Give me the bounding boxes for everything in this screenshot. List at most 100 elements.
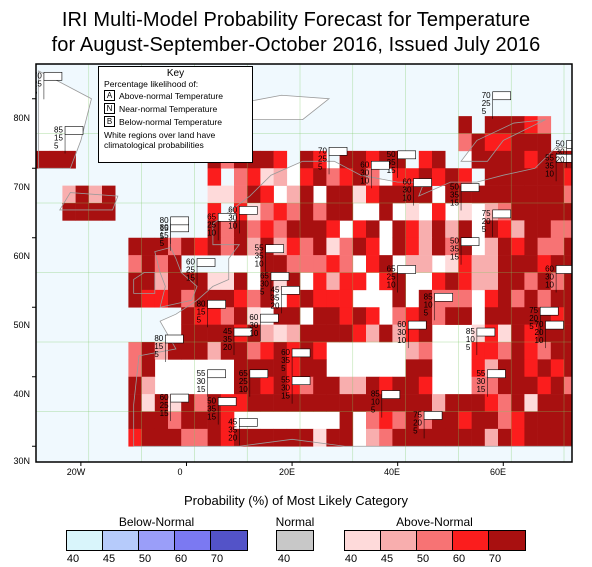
forecast-cell-355 xyxy=(405,359,420,378)
forecast-cell-156 xyxy=(247,237,261,256)
forecast-cell-417 xyxy=(458,394,472,412)
forecast-cell-109 xyxy=(379,203,393,221)
forecast-cell-345 xyxy=(577,342,591,360)
forecast-cell-31 xyxy=(471,150,486,169)
box-label-b: 10 xyxy=(545,281,554,290)
forecast-cell-322 xyxy=(154,342,169,360)
forecast-cell-380 xyxy=(392,376,406,395)
forecast-cell-154 xyxy=(220,237,235,256)
forecast-cell-313 xyxy=(498,324,512,343)
box-label-a: 60 xyxy=(160,393,169,402)
box-label-b: 5 xyxy=(371,406,376,415)
box-label-b: 15 xyxy=(281,392,290,401)
forecast-cell-245 xyxy=(247,289,261,308)
forecast-cell-132 xyxy=(366,220,380,239)
forecast-cell-225 xyxy=(445,272,459,291)
legend-title: Probability (%) of Most Likely Category xyxy=(184,493,408,508)
forecast-cell-384 xyxy=(484,376,499,395)
box-label-a: 80 xyxy=(154,334,163,343)
forecast-cell-244 xyxy=(234,289,248,308)
forecast-cell-155 xyxy=(234,237,248,256)
forecast-cell-433 xyxy=(207,411,222,430)
forecast-cell-261 xyxy=(537,289,552,308)
box-label-b: 15 xyxy=(207,413,216,422)
forecast-cell-270 xyxy=(247,307,261,325)
box-label-frame xyxy=(460,183,480,192)
key-letter-a: A xyxy=(104,90,115,101)
forecast-cell-325 xyxy=(194,342,208,360)
forecast-cell-110 xyxy=(405,203,420,221)
forecast-cell-151 xyxy=(181,237,195,256)
box-label-b: 5 xyxy=(197,315,202,324)
forecast-cell-401 xyxy=(247,394,261,412)
forecast-cell-259 xyxy=(511,289,525,308)
forecast-cell-455 xyxy=(154,428,169,447)
forecast-cell-212 xyxy=(207,272,222,291)
box-label-n: 35 xyxy=(450,245,459,254)
map-subtitle: for August-September-October 2016, Issue… xyxy=(51,34,541,56)
lat-label-80n: 80N xyxy=(13,113,30,123)
forecast-cell-420 xyxy=(498,394,512,412)
box-label-b: 10 xyxy=(360,176,369,185)
forecast-cell-400 xyxy=(234,394,248,412)
forecast-cell-337 xyxy=(471,342,486,360)
key-text-below: Below-normal Temperature xyxy=(119,116,223,127)
forecast-cell-279 xyxy=(405,307,420,325)
key-subtitle: Percentage likelihood of: xyxy=(104,79,199,89)
forecast-cell-152 xyxy=(194,237,208,256)
forecast-cell-69 xyxy=(207,185,222,204)
forecast-cell-352 xyxy=(286,359,301,378)
forecast-cell-364 xyxy=(564,359,572,378)
forecast-cell-458 xyxy=(194,428,208,447)
box-label-b: 5 xyxy=(529,322,534,331)
forecast-cell-35 xyxy=(524,150,538,169)
box-label-frame xyxy=(291,348,311,358)
forecast-cell-248 xyxy=(300,289,314,308)
box-label-b: 15 xyxy=(197,385,206,394)
legend-normal-label: Normal xyxy=(275,515,315,529)
map-frame xyxy=(35,63,573,463)
forecast-cell-335 xyxy=(405,342,420,360)
key-row-below: B Below-normal Temperature xyxy=(104,115,252,128)
box-label-b: 5 xyxy=(154,350,159,359)
forecast-cell-221 xyxy=(352,272,367,291)
box-label-a: 45 xyxy=(223,327,232,336)
forecast-cell-427 xyxy=(128,411,142,430)
box-label-b: 15 xyxy=(450,198,459,207)
forecast-cell-98 xyxy=(102,203,116,221)
forecast-cell-363 xyxy=(550,359,565,378)
forecast-cell-376 xyxy=(339,376,354,395)
legend-normal-swatch-40 xyxy=(277,531,313,550)
forecast-cell-129 xyxy=(313,220,327,239)
forecast-cell-102 xyxy=(260,203,274,221)
forecast-cell-235 xyxy=(577,273,591,291)
forecast-cell-356 xyxy=(418,359,433,378)
box-label-frame xyxy=(265,244,284,253)
box-label-a: 50 xyxy=(450,182,459,191)
forecast-cell-64 xyxy=(577,168,591,186)
forecast-cell-300 xyxy=(286,324,301,343)
legend-above-tick-40: 40 xyxy=(344,553,358,565)
legend-above-swatch-40 xyxy=(345,531,381,550)
forecast-cell-218 xyxy=(313,272,327,291)
box-label-a: 65 xyxy=(260,271,269,280)
forecast-cell-58 xyxy=(498,168,512,186)
forecast-cell-368 xyxy=(234,376,248,395)
forecast-cell-319 xyxy=(577,325,591,343)
forecast-cell-328 xyxy=(234,342,248,360)
box-label-a: 55 xyxy=(281,376,290,385)
forecast-cell-208 xyxy=(154,272,169,291)
forecast-cell-136 xyxy=(432,220,446,239)
box-label-b: 15 xyxy=(476,385,485,394)
box-label-frame xyxy=(476,327,496,337)
box-label-a: 50 xyxy=(387,150,396,159)
forecast-cell-95 xyxy=(62,203,76,221)
forecast-cell-354 xyxy=(313,359,327,378)
forecast-cell-402 xyxy=(260,394,274,412)
forecast-cell-341 xyxy=(524,342,538,360)
